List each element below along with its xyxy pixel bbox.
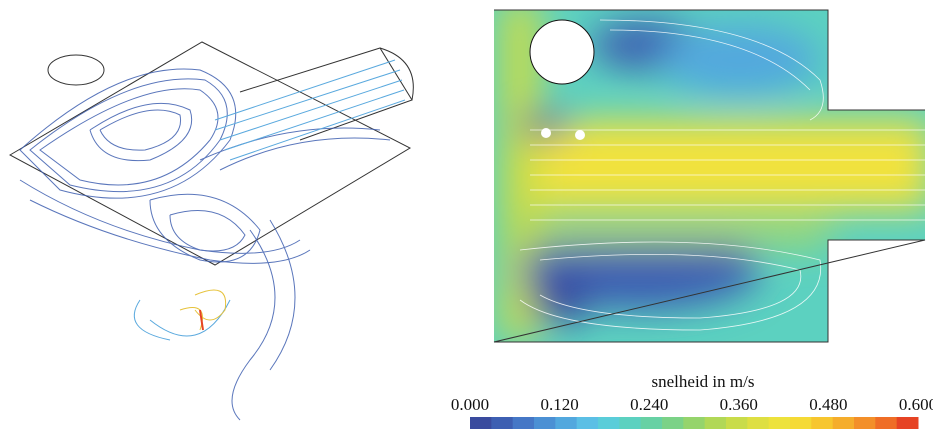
colorbar-label: snelheid in m/s [652, 372, 755, 391]
cylinder [529, 19, 595, 85]
colorbar-tick-label: 0.360 [720, 395, 758, 414]
colorbar-segment [854, 417, 876, 429]
colorbar-segment [896, 417, 919, 429]
colorbar-segment [768, 417, 791, 429]
streamlines [133, 59, 406, 341]
colorbar-segment [619, 417, 642, 429]
domain-outline [493, 9, 926, 343]
colorbar-segment [683, 417, 706, 429]
outline [239, 47, 413, 141]
colorbar-segment [726, 417, 748, 429]
colorbar-segment [811, 417, 834, 429]
colorbar-segment [704, 417, 727, 429]
colorbar-segment [470, 417, 492, 429]
streamlines [199, 309, 204, 331]
colorbar-segment [790, 417, 812, 429]
colorbar-tick-label: 0.600 [899, 395, 933, 414]
colorbar: 0.000 0.120 0.240 0.360 0.480 0.600 [451, 395, 933, 429]
colorbar-tick-label: 0.240 [630, 395, 668, 414]
colorbar-segment [640, 417, 663, 429]
vortex-core [575, 130, 585, 140]
colorbar-segment [491, 417, 514, 429]
streamlines [519, 19, 925, 331]
vortex-core [541, 128, 551, 138]
colorbar-segment [662, 417, 684, 429]
colorbar-tick-label: 0.480 [809, 395, 847, 414]
colorbar-tick-label: 0.120 [540, 395, 578, 414]
colorbar-segment [512, 417, 535, 429]
colorbar-segment [747, 417, 770, 429]
colorbar-segment [576, 417, 599, 429]
streamlines [19, 68, 391, 421]
colorbar-segment [534, 417, 556, 429]
colorbar-segment [875, 417, 898, 429]
colorbar-segment [555, 417, 578, 429]
outline [47, 54, 105, 86]
streamline-3d-view [8, 41, 414, 421]
colorbar-tick-label: 0.000 [451, 395, 489, 414]
outline [379, 47, 414, 101]
colorbar-segment [832, 417, 855, 429]
outline [8, 41, 412, 266]
field-shading [500, 10, 925, 340]
colorbar-segment [598, 417, 620, 429]
